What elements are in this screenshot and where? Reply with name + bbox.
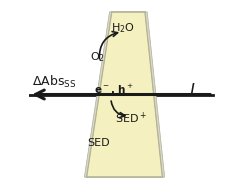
Text: H$_2$O: H$_2$O — [111, 21, 135, 35]
Text: $I$: $I$ — [189, 82, 196, 100]
Polygon shape — [86, 12, 163, 177]
Text: SED: SED — [87, 138, 110, 148]
Text: $\Delta$Abs$_{\mathregular{SS}}$: $\Delta$Abs$_{\mathregular{SS}}$ — [32, 74, 77, 90]
Polygon shape — [145, 12, 165, 177]
Text: O$_2$: O$_2$ — [90, 50, 105, 64]
Text: e$^-$, h$^+$: e$^-$, h$^+$ — [94, 83, 135, 98]
Polygon shape — [84, 12, 111, 177]
Text: SED$^+$: SED$^+$ — [116, 110, 147, 126]
